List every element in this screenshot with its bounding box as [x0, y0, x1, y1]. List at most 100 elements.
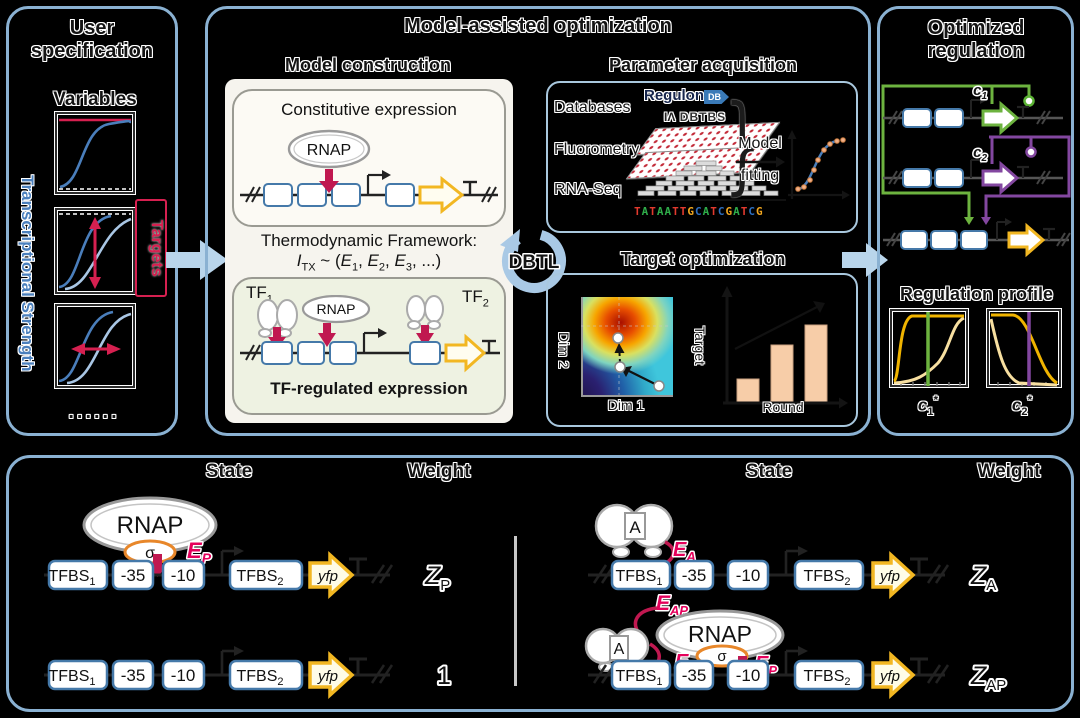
states-diagram: RNAP σ EP TFBS1 -35 -10 TFBS2 yfp ZP	[42, 496, 1008, 697]
variable-plot-threshold	[54, 303, 136, 389]
dna-labels: TFBS1 -35 -10 TFBS2 yfp	[615, 566, 900, 588]
c2-gene-arrow	[981, 160, 1020, 196]
target-optimization-box: Dim 2 Dim 1 Target Round	[546, 273, 858, 427]
dim1-axis-label: Dim 1	[607, 397, 645, 413]
dim2-axis-label: Dim 2	[556, 331, 572, 369]
constitutive-expression-box: Constitutive expression	[232, 89, 506, 227]
svg-text:yfp: yfp	[317, 568, 338, 585]
rnap-label: RNAP	[688, 621, 752, 647]
thermo-formula: ITX ~ (E1, E2, E3, ...)	[296, 251, 442, 274]
c2-sensor-node	[1025, 146, 1037, 158]
variable-plot-max-level	[54, 111, 136, 195]
svg-text:yfp: yfp	[879, 668, 900, 685]
optimized-regulation-title: Optimized regulation	[927, 17, 1025, 62]
model-construction-card: Constitutive expression	[225, 79, 513, 423]
target-optimization-label: Target optimization	[620, 249, 786, 269]
rnap-label: RNAP	[117, 512, 184, 539]
threshold-arrow	[71, 343, 121, 355]
mao-title: Model-assisted optimization	[404, 15, 672, 37]
upstream-slashes	[245, 186, 261, 203]
activator-protein: A	[594, 503, 674, 558]
upstream-slashes	[245, 344, 261, 361]
sigma-label: σ	[717, 648, 727, 665]
variable-plot-amplitude	[54, 207, 136, 295]
column-divider	[514, 536, 517, 686]
svg-text:-35: -35	[121, 566, 146, 585]
dbtbs-logo: ΙΛ DBTBS	[664, 110, 727, 124]
c1-gene-arrow	[981, 100, 1020, 136]
model-fit-plot	[787, 130, 850, 200]
downstream-slashes	[481, 186, 497, 203]
transcriptional-strength-axis-label: Transcriptional Strength	[18, 174, 37, 372]
rnap-ellipse: RNAP	[301, 295, 371, 324]
svg-text:-35: -35	[682, 666, 707, 685]
gene-arrow	[418, 175, 465, 215]
dna-sequence: TATAATTGCATCGATCG	[634, 205, 764, 218]
svg-text:TFBS2: TFBS2	[236, 568, 283, 588]
optimization-landscape-heatmap	[581, 297, 673, 397]
optimized-circuits-diagram: c1 c2	[881, 81, 1071, 258]
regulation-profile-plot-c1	[889, 308, 969, 388]
svg-text:-10: -10	[171, 566, 196, 585]
terminator-icon	[463, 180, 477, 195]
fluorometry-label: Fluorometry	[554, 141, 640, 158]
constitutive-dna-diagram: RNAP	[240, 129, 498, 215]
tf-regulated-box: TF1 TF2 RNAP	[232, 277, 506, 415]
eap-interaction-arrow	[633, 606, 658, 633]
brace: }	[724, 82, 762, 205]
c1-label: c1	[973, 82, 987, 102]
more-variables-ellipsis: ......	[68, 401, 120, 423]
regulation-profile-plot-c2	[986, 308, 1062, 388]
rnap-label: RNAP	[317, 301, 356, 317]
c1-feedback-wire	[881, 84, 1031, 217]
model-assisted-optimization-panel: Model-assisted optimization Model constr…	[205, 6, 871, 436]
promoter-icon	[366, 170, 391, 195]
svg-text:TFBS2: TFBS2	[803, 668, 850, 688]
regulation-profile-label: Regulation profile	[900, 284, 1053, 304]
parameter-acquisition-label: Parameter acquisition	[608, 55, 798, 75]
c1-sensor-node	[1023, 95, 1035, 107]
parameter-acquisition-box: Databases Regulon DB ΙΛ DBTBS Fluorometry…	[546, 81, 858, 233]
user-panel-title: User specification	[30, 17, 154, 62]
weight-header-left: Weight	[407, 461, 471, 482]
c2-feedback-wire	[984, 135, 1071, 217]
target-axis-label: Target	[692, 325, 708, 365]
svg-text:-35: -35	[121, 666, 146, 685]
svg-text:TFBS1: TFBS1	[48, 668, 95, 688]
model-construction-label: Model construction	[285, 55, 451, 75]
dbtbs-icon: ΙΛ	[664, 110, 676, 124]
state-header-left: State	[205, 461, 253, 482]
weight-za: ZA	[970, 562, 996, 594]
svg-text:-10: -10	[171, 666, 196, 685]
dna-labels: TFBS1 -35 -10 TFBS2 yfp	[48, 666, 338, 688]
rnap-label: RNAP	[307, 142, 351, 159]
targets-badge: Targets	[135, 199, 167, 297]
c2-star-label: c2*	[1011, 393, 1033, 419]
tf-regulated-dna-diagram: RNAP	[240, 295, 500, 373]
rnap-ellipse: RNAP	[287, 129, 371, 169]
svg-text:TFBS1: TFBS1	[615, 568, 662, 588]
amplitude-arrow	[89, 217, 101, 289]
circuit-2: c2	[883, 143, 1063, 196]
state-rnap-bound: RNAP σ EP TFBS1 -35 -10 TFBS2 yfp ZP	[42, 496, 452, 597]
svg-text:yfp: yfp	[879, 568, 900, 585]
binding-arrows	[268, 323, 434, 349]
round-bars	[736, 324, 828, 404]
states-weights-panel: State Weight State Weight	[6, 455, 1074, 712]
sigmoid-curve	[59, 119, 132, 189]
circuit-3	[883, 218, 1071, 258]
svg-text:-10: -10	[736, 566, 761, 585]
binding-arrow	[319, 169, 339, 193]
state-empty: TFBS1 -35 -10 TFBS2 yfp 1	[42, 644, 453, 697]
model-fitting-label-2: fitting	[740, 167, 780, 184]
state-activator-rnap-bound: EAP A RNAP σ EA	[584, 591, 1008, 697]
dbtl-label: DBTL	[509, 252, 560, 273]
flow-arrow-user-to-model	[166, 240, 228, 280]
optimization-path	[581, 297, 671, 395]
regulondb-logo: Regulon DB	[644, 87, 729, 105]
operator-boxes	[263, 183, 415, 207]
terminator-icon	[482, 339, 496, 353]
svg-text:TFBS2: TFBS2	[803, 568, 850, 588]
weight-header-right: Weight	[977, 461, 1041, 482]
state-header-right: State	[745, 461, 793, 482]
